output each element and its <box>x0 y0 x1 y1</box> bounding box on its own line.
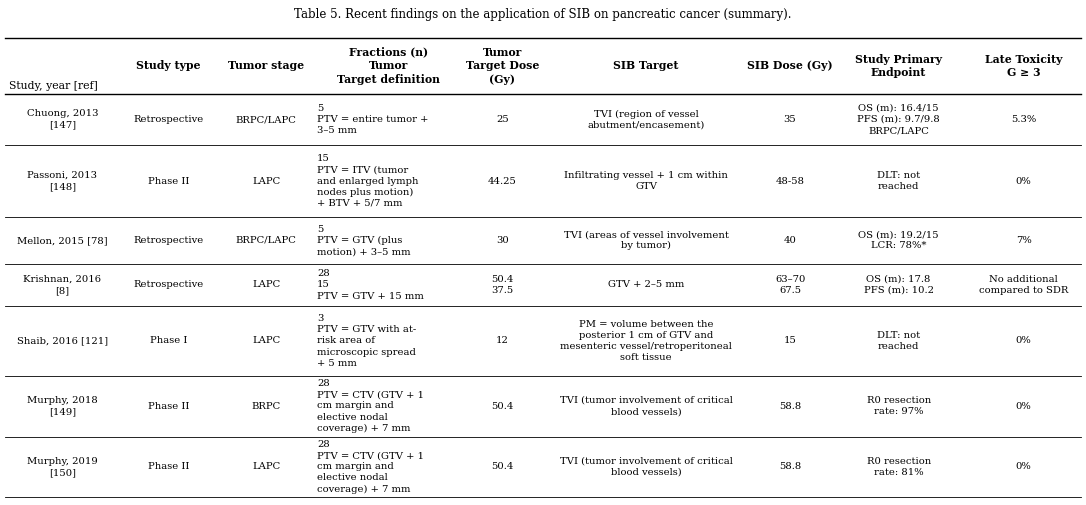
Text: 12: 12 <box>496 336 508 345</box>
Text: LAPC: LAPC <box>252 280 280 289</box>
Text: 15: 15 <box>784 336 796 345</box>
Text: Tumor
Target Dose
(Gy): Tumor Target Dose (Gy) <box>466 46 539 85</box>
Text: Tumor stage: Tumor stage <box>228 61 304 71</box>
Text: LAPC: LAPC <box>252 463 280 472</box>
Text: 3
PTV = GTV with at-
risk area of
microscopic spread
+ 5 mm: 3 PTV = GTV with at- risk area of micros… <box>317 314 416 368</box>
Text: 0%: 0% <box>1015 177 1032 186</box>
Text: TVI (areas of vessel involvement
by tumor): TVI (areas of vessel involvement by tumo… <box>564 230 729 250</box>
Text: TVI (region of vessel
abutment/encasement): TVI (region of vessel abutment/encasemen… <box>588 110 705 130</box>
Text: BRPC: BRPC <box>252 401 280 411</box>
Text: Murphy, 2018
[149]: Murphy, 2018 [149] <box>27 396 98 416</box>
Text: Phase II: Phase II <box>148 177 189 186</box>
Text: Study Primary
Endpoint: Study Primary Endpoint <box>855 54 943 78</box>
Text: BRPC/LAPC: BRPC/LAPC <box>236 236 296 245</box>
Text: 0%: 0% <box>1015 401 1032 411</box>
Text: Retrospective: Retrospective <box>134 115 203 124</box>
Text: LAPC: LAPC <box>252 177 280 186</box>
Text: Mellon, 2015 [78]: Mellon, 2015 [78] <box>17 236 108 245</box>
Text: 28
PTV = CTV (GTV + 1
cm margin and
elective nodal
coverage) + 7 mm: 28 PTV = CTV (GTV + 1 cm margin and elec… <box>317 440 425 494</box>
Text: 0%: 0% <box>1015 463 1032 472</box>
Text: 5
PTV = GTV (plus
motion) + 3–5 mm: 5 PTV = GTV (plus motion) + 3–5 mm <box>317 225 411 256</box>
Text: Study type: Study type <box>136 61 201 71</box>
Text: 15
PTV = ITV (tumor
and enlarged lymph
nodes plus motion)
+ BTV + 5/7 mm: 15 PTV = ITV (tumor and enlarged lymph n… <box>317 155 418 208</box>
Text: 48-58: 48-58 <box>775 177 805 186</box>
Text: 7%: 7% <box>1015 236 1032 245</box>
Text: Passoni, 2013
[148]: Passoni, 2013 [148] <box>27 171 98 191</box>
Text: LAPC: LAPC <box>252 336 280 345</box>
Text: No additional
compared to SDR: No additional compared to SDR <box>978 275 1069 295</box>
Text: Late Toxicity
G ≥ 3: Late Toxicity G ≥ 3 <box>985 54 1062 78</box>
Text: 58.8: 58.8 <box>779 401 801 411</box>
Text: 30: 30 <box>496 236 508 245</box>
Text: 0%: 0% <box>1015 336 1032 345</box>
Text: Retrospective: Retrospective <box>134 236 203 245</box>
Text: 28
15
PTV = GTV + 15 mm: 28 15 PTV = GTV + 15 mm <box>317 269 424 300</box>
Text: OS (m): 17.8
PFS (m): 10.2: OS (m): 17.8 PFS (m): 10.2 <box>863 275 934 295</box>
Text: R0 resection
rate: 81%: R0 resection rate: 81% <box>867 457 931 477</box>
Text: Retrospective: Retrospective <box>134 280 203 289</box>
Text: DLT: not
reached: DLT: not reached <box>877 171 920 191</box>
Text: Phase II: Phase II <box>148 463 189 472</box>
Text: SIB Dose (Gy): SIB Dose (Gy) <box>747 61 833 71</box>
Text: TVI (tumor involvement of critical
blood vessels): TVI (tumor involvement of critical blood… <box>559 396 733 416</box>
Text: PM = volume between the
posterior 1 cm of GTV and
mesenteric vessel/retroperiton: PM = volume between the posterior 1 cm o… <box>560 320 732 362</box>
Text: 25: 25 <box>496 115 508 124</box>
Text: R0 resection
rate: 97%: R0 resection rate: 97% <box>867 396 931 416</box>
Text: OS (m): 19.2/15
LCR: 78%*: OS (m): 19.2/15 LCR: 78%* <box>858 230 939 250</box>
Text: 35: 35 <box>784 115 796 124</box>
Text: 58.8: 58.8 <box>779 463 801 472</box>
Text: 50.4: 50.4 <box>491 401 514 411</box>
Text: 5.3%: 5.3% <box>1011 115 1036 124</box>
Text: DLT: not
reached: DLT: not reached <box>877 331 920 351</box>
Text: Table 5. Recent findings on the application of SIB on pancreatic cancer (summary: Table 5. Recent findings on the applicat… <box>294 8 792 21</box>
Text: Murphy, 2019
[150]: Murphy, 2019 [150] <box>27 457 98 477</box>
Text: Phase II: Phase II <box>148 401 189 411</box>
Text: Shaib, 2016 [121]: Shaib, 2016 [121] <box>17 336 108 345</box>
Text: Krishnan, 2016
[8]: Krishnan, 2016 [8] <box>24 275 101 295</box>
Text: Study, year [ref]: Study, year [ref] <box>9 81 98 91</box>
Text: GTV + 2–5 mm: GTV + 2–5 mm <box>608 280 684 289</box>
Text: SIB Target: SIB Target <box>614 61 679 71</box>
Text: OS (m): 16.4/15
PFS (m): 9.7/9.8
BRPC/LAPC: OS (m): 16.4/15 PFS (m): 9.7/9.8 BRPC/LA… <box>857 104 940 135</box>
Text: 40: 40 <box>784 236 796 245</box>
Text: Fractions (n)
Tumor
Target definition: Fractions (n) Tumor Target definition <box>337 46 440 85</box>
Text: Chuong, 2013
[147]: Chuong, 2013 [147] <box>27 110 98 130</box>
Text: TVI (tumor involvement of critical
blood vessels): TVI (tumor involvement of critical blood… <box>559 457 733 477</box>
Text: Phase I: Phase I <box>150 336 187 345</box>
Text: Infiltrating vessel + 1 cm within
GTV: Infiltrating vessel + 1 cm within GTV <box>565 171 728 191</box>
Text: 50.4
37.5: 50.4 37.5 <box>491 275 514 295</box>
Text: BRPC/LAPC: BRPC/LAPC <box>236 115 296 124</box>
Text: 5
PTV = entire tumor +
3–5 mm: 5 PTV = entire tumor + 3–5 mm <box>317 104 429 135</box>
Text: 50.4: 50.4 <box>491 463 514 472</box>
Text: 63–70
67.5: 63–70 67.5 <box>775 275 805 295</box>
Text: 44.25: 44.25 <box>488 177 517 186</box>
Text: 28
PTV = CTV (GTV + 1
cm margin and
elective nodal
coverage) + 7 mm: 28 PTV = CTV (GTV + 1 cm margin and elec… <box>317 379 425 433</box>
